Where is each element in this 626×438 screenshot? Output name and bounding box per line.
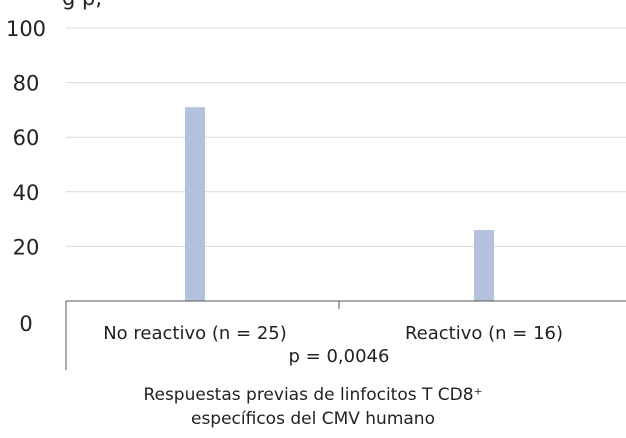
y-tick-label: 100 [6,17,46,41]
category-labels: No reactivo (n = 25) Reactivo (n = 16) [103,323,563,344]
axes [65,300,626,370]
bar [185,107,205,301]
y-tick-label: 80 [13,72,40,96]
chart-title-partial: g p, [62,0,102,10]
grid-lines [66,27,626,247]
y-axis-ticks: 0 20 40 60 80 100 [6,17,46,336]
y-tick-label: 60 [13,126,40,150]
x-axis-label-line2: específicos del CMV humano [190,409,435,429]
p-value-annotation: p = 0,0046 [289,346,390,367]
bars [185,107,494,301]
y-tick-label: 0 [19,312,32,336]
category-label: No reactivo (n = 25) [103,323,287,344]
x-axis-label-line1: Respuestas previas de linfocitos T CD8⁺ [143,385,483,405]
category-label: Reactivo (n = 16) [405,323,563,344]
bar [474,230,494,301]
y-tick-label: 20 [13,235,40,259]
y-tick-label: 40 [13,181,40,205]
